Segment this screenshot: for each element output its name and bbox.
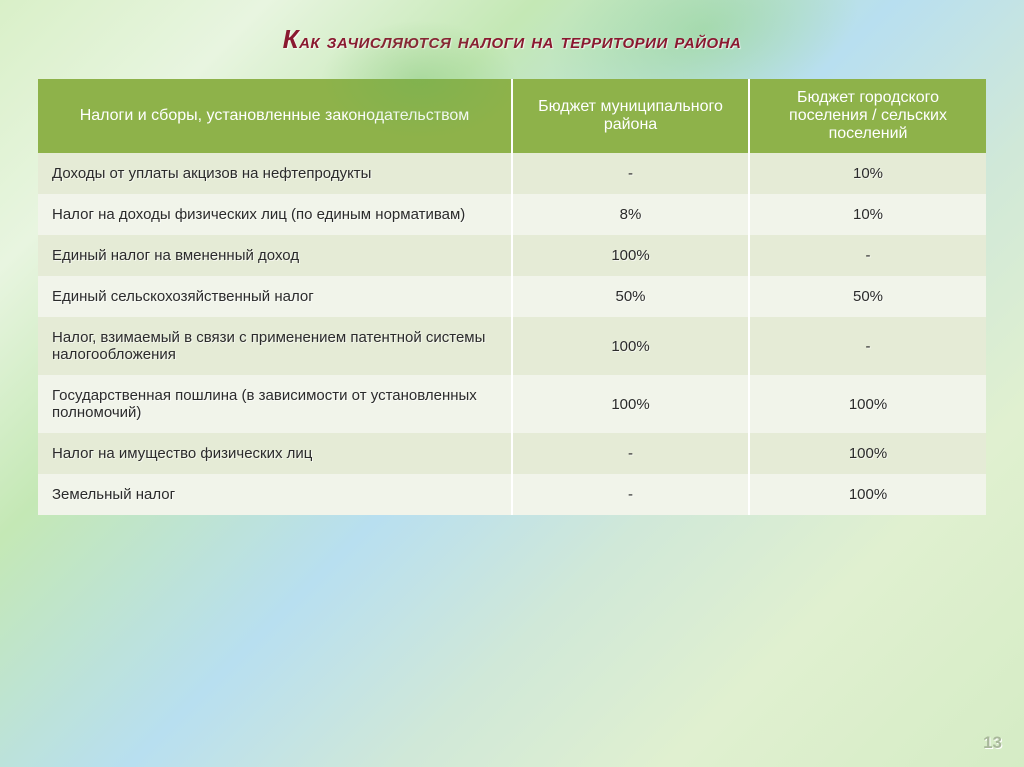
table-body: Доходы от уплаты акцизов на нефтепродукт… [38,153,986,515]
tax-name: Налог, взимаемый в связи с применением п… [38,317,512,375]
table-row: Налог на доходы физических лиц (по едины… [38,194,986,235]
municipal-value: 100% [512,235,749,276]
municipal-value: 100% [512,317,749,375]
municipal-value: - [512,474,749,515]
table-header-row: Налоги и сборы, установленные законодате… [38,79,986,153]
settlement-value: 100% [749,474,986,515]
tax-name: Доходы от уплаты акцизов на нефтепродукт… [38,153,512,194]
tax-name: Единый налог на вмененный доход [38,235,512,276]
settlement-value: - [749,235,986,276]
settlement-value: 10% [749,194,986,235]
slide-title: Как зачисляются налоги на территории рай… [38,24,986,55]
tax-name: Земельный налог [38,474,512,515]
col-header-taxes: Налоги и сборы, установленные законодате… [38,79,512,153]
municipal-value: 100% [512,375,749,433]
table-row: Единый налог на вмененный доход 100% - [38,235,986,276]
page-number: 13 [983,733,1002,753]
table-row: Земельный налог - 100% [38,474,986,515]
settlement-value: 100% [749,433,986,474]
municipal-value: 8% [512,194,749,235]
table-row: Государственная пошлина (в зависимости о… [38,375,986,433]
settlement-value: 50% [749,276,986,317]
table-row: Единый сельскохозяйственный налог 50% 50… [38,276,986,317]
tax-table: Налоги и сборы, установленные законодате… [38,79,986,515]
title-text: ак зачисляются налоги на территории райо… [299,28,741,53]
settlement-value: - [749,317,986,375]
table-row: Доходы от уплаты акцизов на нефтепродукт… [38,153,986,194]
table-row: Налог, взимаемый в связи с применением п… [38,317,986,375]
col-header-municipal-budget: Бюджет муниципального района [512,79,749,153]
municipal-value: - [512,433,749,474]
tax-name: Государственная пошлина (в зависимости о… [38,375,512,433]
table-row: Налог на имущество физических лиц - 100% [38,433,986,474]
col-header-settlement-budget: Бюджет городского поселения / сельских п… [749,79,986,153]
tax-name: Налог на имущество физических лиц [38,433,512,474]
slide: Как зачисляются налоги на территории рай… [0,0,1024,767]
municipal-value: - [512,153,749,194]
title-first-letter: К [283,24,299,54]
municipal-value: 50% [512,276,749,317]
tax-name: Налог на доходы физических лиц (по едины… [38,194,512,235]
tax-name: Единый сельскохозяйственный налог [38,276,512,317]
settlement-value: 10% [749,153,986,194]
settlement-value: 100% [749,375,986,433]
